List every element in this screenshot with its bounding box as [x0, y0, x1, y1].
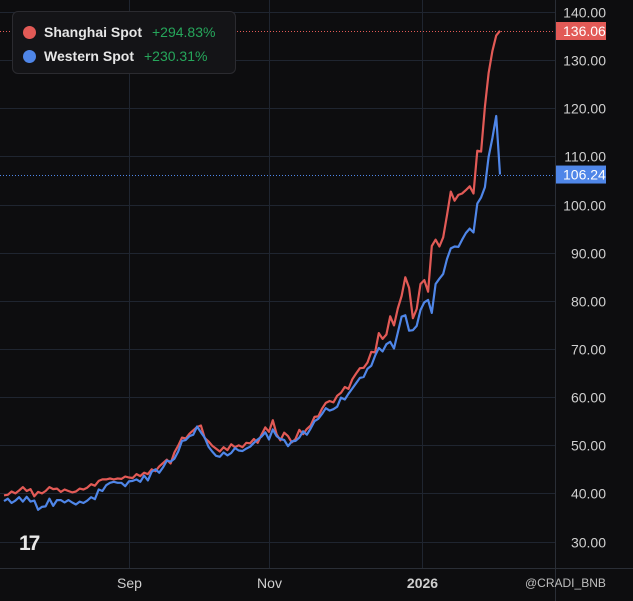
watermark: @CRADI_BNB	[525, 576, 606, 590]
y-tick-label: 30.00	[571, 535, 606, 551]
last-value-label: 106.24	[563, 167, 606, 183]
legend-item-western[interactable]: Western Spot +230.31%	[23, 44, 225, 68]
last-value-label: 136.06	[563, 23, 606, 39]
western-color-dot-icon	[23, 49, 36, 63]
x-tick-label: Sep	[117, 575, 142, 591]
y-tick-label: 90.00	[571, 246, 606, 262]
y-tick-label: 60.00	[571, 390, 606, 406]
legend-name: Western Spot	[44, 48, 134, 64]
legend: Shanghai Spot +294.83% Western Spot +230…	[12, 11, 236, 74]
last-value-badge	[556, 21, 606, 40]
y-tick-label: 40.00	[571, 486, 606, 502]
y-tick-label: 140.00	[563, 5, 606, 21]
last-value-badge	[556, 165, 606, 184]
legend-change: +294.83%	[152, 24, 216, 40]
legend-name: Shanghai Spot	[44, 24, 142, 40]
y-tick-label: 120.00	[563, 101, 606, 117]
shanghai-spot-line	[3, 30, 501, 498]
western-spot-line	[3, 114, 502, 511]
y-tick-label: 100.00	[563, 198, 606, 214]
x-tick-label: 2026	[407, 575, 438, 591]
y-tick-label: 50.00	[571, 438, 606, 454]
x-tick-label: Nov	[257, 575, 282, 591]
y-tick-label: 110.00	[564, 149, 606, 165]
legend-item-shanghai[interactable]: Shanghai Spot +294.83%	[23, 20, 225, 44]
y-tick-label: 130.00	[563, 53, 606, 69]
y-tick-label: 80.00	[571, 294, 606, 310]
shanghai-color-dot-icon	[23, 25, 36, 39]
legend-change: +230.31%	[143, 48, 208, 64]
tradingview-logo-icon: 17	[19, 532, 40, 555]
y-tick-label: 70.00	[571, 342, 606, 358]
